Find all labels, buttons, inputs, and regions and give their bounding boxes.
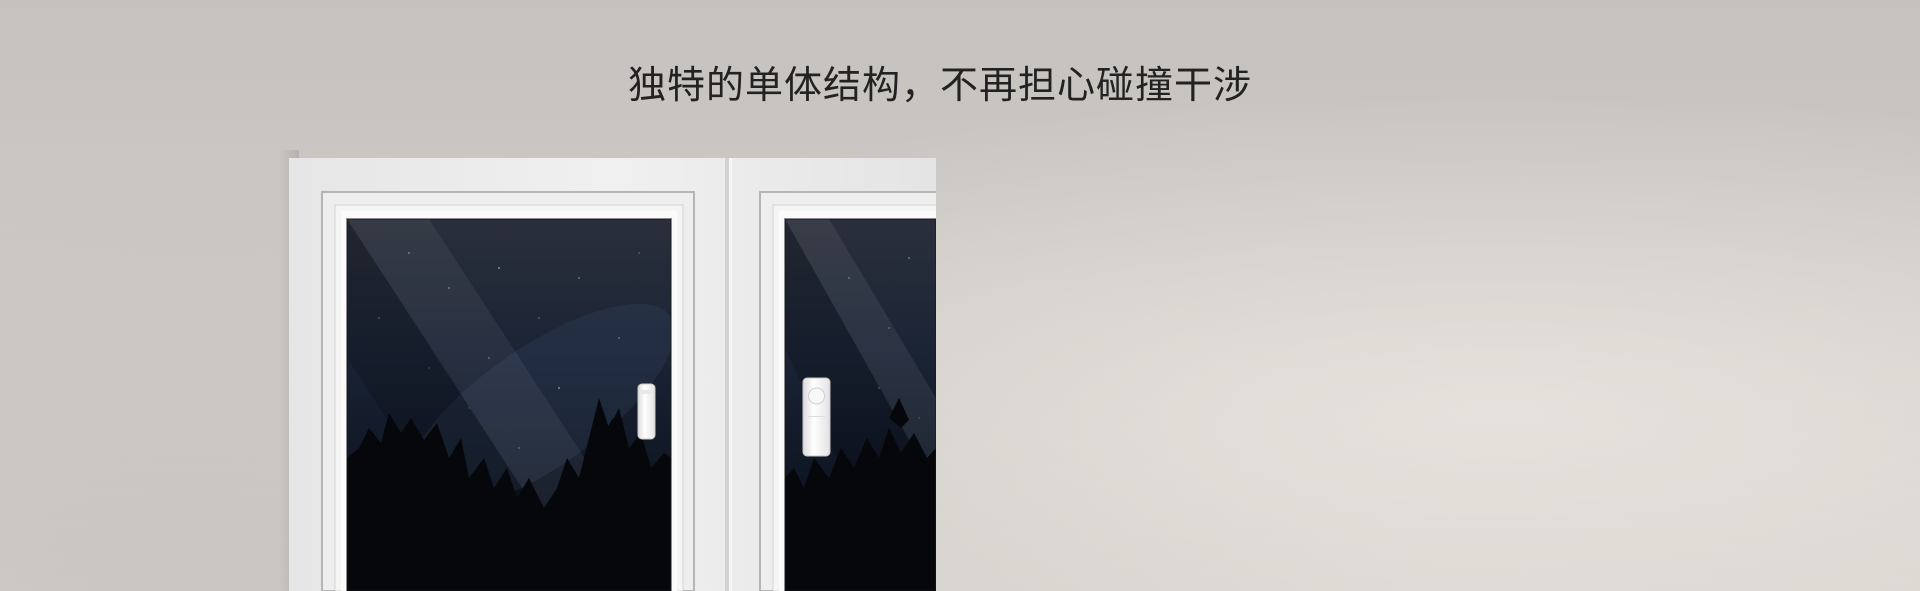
- window-graphic: [289, 158, 936, 591]
- door-sensor-icon: [802, 377, 831, 457]
- window-illustration: [289, 158, 936, 591]
- window-sensor-icon: [637, 383, 656, 440]
- right-sash: [759, 191, 936, 591]
- left-sash: [321, 191, 695, 591]
- window-mullion: [725, 158, 729, 591]
- headline-text: 独特的单体结构，不再担心碰撞干涉: [627, 63, 1252, 107]
- left-glass: [347, 219, 671, 591]
